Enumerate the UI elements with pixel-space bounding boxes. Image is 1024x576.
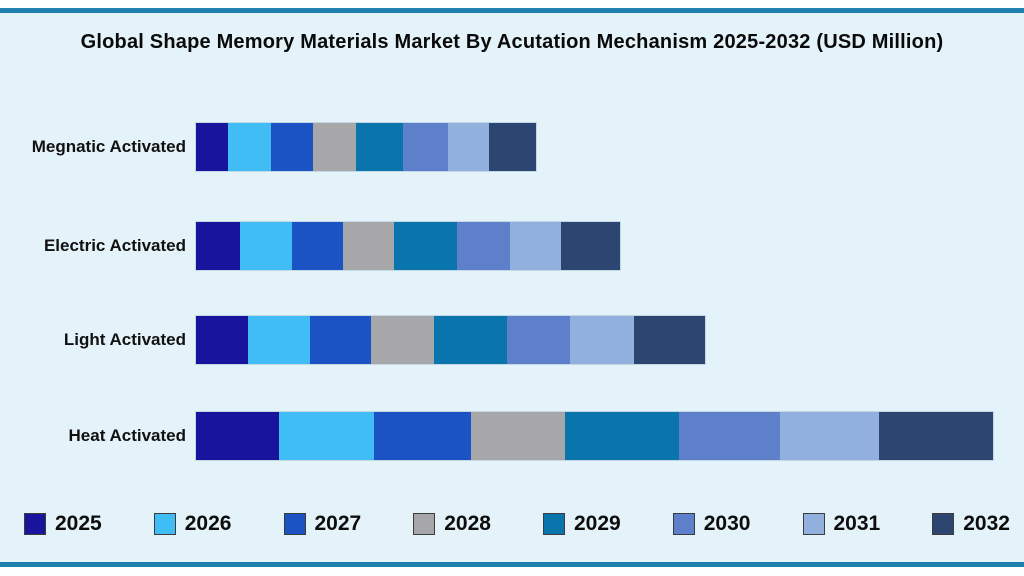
- legend-item-2030: 2030: [672, 512, 751, 536]
- legend-item-2031: 2031: [802, 512, 881, 536]
- legend-swatch-2027: [283, 513, 306, 535]
- bottom-white-strip: [0, 567, 1024, 576]
- legend-swatch-2025: [24, 513, 46, 535]
- bar-segment-2028: [471, 412, 565, 460]
- bar-segment-2030: [679, 412, 780, 460]
- bar-segment-2027: [374, 412, 471, 460]
- legend-item-2032: 2032: [932, 512, 1010, 536]
- bar-segment-2028: [343, 222, 394, 270]
- chart-title: Global Shape Memory Materials Market By …: [80, 31, 944, 53]
- category-label: Electric Activated: [43, 236, 186, 255]
- legend-label-2030: 2030: [703, 512, 751, 535]
- bar-segment-2030: [457, 222, 510, 270]
- legend-swatch-2032: [932, 513, 955, 535]
- bar-row-electric-activated: Electric Activated: [0, 222, 1024, 270]
- stacked-bar: [196, 316, 705, 364]
- bar-segment-2028: [371, 316, 434, 364]
- bar-segment-2031: [448, 123, 489, 171]
- legend-item-2027: 2027: [283, 512, 362, 536]
- stacked-bar: [196, 222, 620, 270]
- bar-segment-2026: [248, 316, 310, 364]
- bar-segment-2027: [310, 316, 371, 364]
- bar-segment-2027: [292, 222, 343, 270]
- legend-label-2028: 2028: [444, 512, 491, 535]
- bar-segment-2030: [403, 123, 448, 171]
- legend-label-2032: 2032: [963, 512, 1010, 535]
- legend: 2025 2026 2027 2028 2029 2030 2031 2032: [24, 512, 1010, 536]
- bar-segment-2026: [279, 412, 374, 460]
- bar-segment-2031: [780, 412, 879, 460]
- legend-label-2025: 2025: [55, 512, 102, 535]
- bar-segment-2025: [196, 412, 279, 460]
- bar-row-light-activated: Light Activated: [0, 316, 1024, 364]
- legend-label-2027: 2027: [314, 512, 362, 535]
- bar-segment-2029: [434, 316, 507, 364]
- legend-label-2029: 2029: [574, 512, 621, 535]
- legend-item-2029: 2029: [543, 512, 621, 536]
- top-white-strip: [0, 0, 1024, 8]
- bar-segment-2032: [634, 316, 705, 364]
- bar-segment-2027: [271, 123, 313, 171]
- bar-segment-2029: [565, 412, 679, 460]
- legend-item-2025: 2025: [24, 512, 102, 536]
- category-label: Heat Activated: [68, 426, 186, 445]
- bar-row-heat-activated: Heat Activated: [0, 412, 1024, 460]
- bar-segment-2026: [228, 123, 271, 171]
- legend-item-2026: 2026: [153, 512, 232, 536]
- bar-segment-2029: [356, 123, 403, 171]
- bottom-border-line: [0, 562, 1024, 567]
- bar-segment-2032: [489, 123, 536, 171]
- legend-swatch-2028: [413, 513, 436, 535]
- legend-label-2031: 2031: [833, 512, 881, 535]
- category-label: Megnatic Activated: [31, 137, 186, 156]
- bar-segment-2029: [394, 222, 457, 270]
- bar-segment-2030: [507, 316, 570, 364]
- bar-segment-2031: [510, 222, 561, 270]
- legend-swatch-2029: [543, 513, 565, 535]
- legend-item-2028: 2028: [413, 512, 491, 536]
- legend-swatch-2031: [802, 513, 825, 535]
- legend-label-2026: 2026: [184, 512, 232, 535]
- stacked-bar: [196, 412, 993, 460]
- bar-segment-2031: [570, 316, 634, 364]
- top-border-line: [0, 8, 1024, 13]
- bar-segment-2028: [313, 123, 356, 171]
- stacked-bar: [196, 123, 536, 171]
- legend-swatch-2030: [672, 513, 695, 535]
- legend-swatch-2026: [153, 513, 176, 535]
- bar-segment-2032: [879, 412, 993, 460]
- bar-row-megnatic-activated: Megnatic Activated: [0, 123, 1024, 171]
- bar-segment-2032: [561, 222, 620, 270]
- bar-segment-2025: [196, 222, 240, 270]
- bar-segment-2026: [240, 222, 292, 270]
- category-label: Light Activated: [63, 330, 186, 349]
- bar-segment-2025: [196, 123, 228, 171]
- bar-segment-2025: [196, 316, 248, 364]
